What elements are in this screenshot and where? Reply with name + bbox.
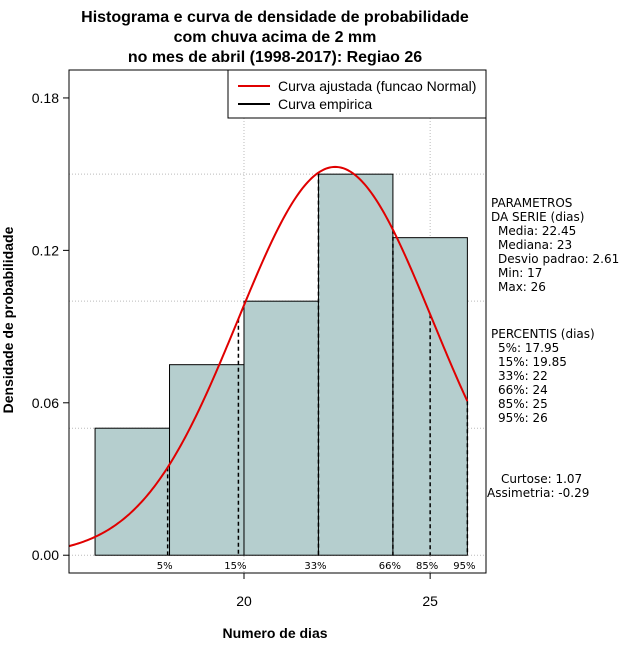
y-tick-label-1: 0.06 [32, 395, 59, 411]
chart-title-line-1: Histograma e curva de densidade de proba… [81, 9, 469, 26]
percentile-label-5: 95% [453, 561, 475, 572]
y-tick-label-2: 0.12 [32, 242, 59, 258]
legend-label-empirical: Curva empirica [278, 96, 372, 112]
percentile-label-2: 33% [304, 561, 326, 572]
stats-param-header-1: PARAMETROS [491, 196, 572, 210]
histogram-bar-1 [169, 364, 245, 556]
percentile-label-1: 15% [224, 561, 246, 572]
legend: Curva ajustada (funcao Normal) Curva emp… [227, 69, 487, 119]
stats-pct-33: 33%: 22 [498, 369, 548, 383]
percentile-label-3: 66% [379, 561, 401, 572]
stats-skewness: Assimetria: -0.29 [487, 486, 589, 500]
stats-sd: Desvio padrao: 2.61 [498, 252, 619, 266]
stats-pct-66: 66%: 24 [498, 383, 548, 397]
x-tick-label-0: 20 [236, 593, 252, 609]
stats-pct-95: 95%: 26 [498, 411, 548, 425]
stats-pct-5: 5%: 17.95 [498, 341, 559, 355]
legend-label-fitted: Curva ajustada (funcao Normal) [278, 78, 476, 94]
stats-median: Mediana: 23 [498, 238, 572, 252]
bars-layer [94, 173, 468, 556]
stats-min: Min: 17 [498, 266, 542, 280]
percentile-lines-layer: 5% 15% 33% 66% 85% 95% [157, 172, 476, 572]
stats-shape: Curtose: 1.07 Assimetria: -0.29 [487, 472, 589, 500]
x-tick-label-1: 25 [422, 593, 438, 609]
stats-max: Max: 26 [498, 280, 546, 294]
normal-curve [68, 165, 469, 548]
stats-pct-15: 15%: 19.85 [498, 355, 567, 369]
percentile-label-0: 5% [157, 561, 173, 572]
histogram-bar-4 [392, 237, 468, 556]
y-tick-label-0: 0.00 [32, 547, 59, 563]
stats-pct-header: PERCENTIS (dias) [491, 327, 595, 341]
stats-parameters: PARAMETROS DA SERIE (dias) Media: 22.45 … [491, 196, 619, 294]
legend-box [227, 69, 487, 119]
x-axis-title: Numero de dias [222, 625, 327, 641]
histogram-bar-0 [94, 427, 171, 556]
stats-mean: Media: 22.45 [498, 224, 576, 238]
histogram-bar-3 [317, 173, 394, 556]
normal-curve-layer [68, 165, 469, 548]
histogram-bar-2 [243, 300, 319, 556]
chart-title-line-3: no mes de abril (1998-2017): Regiao 26 [128, 49, 422, 66]
y-axis-title: Densidade de probabilidade [0, 226, 16, 413]
stats-kurtosis: Curtose: 1.07 [501, 472, 582, 486]
axis-layer: 0.00 0.06 0.12 0.18 20 25 [32, 90, 438, 609]
stats-param-header-2: DA SERIE (dias) [491, 210, 584, 224]
stats-percentiles: PERCENTIS (dias) 5%: 17.95 15%: 19.85 33… [491, 327, 595, 425]
chart-title-line-2: com chuva acima de 2 mm [174, 29, 377, 46]
stats-pct-85: 85%: 25 [498, 397, 548, 411]
y-tick-label-3: 0.18 [32, 90, 59, 106]
percentile-label-4: 85% [416, 561, 438, 572]
